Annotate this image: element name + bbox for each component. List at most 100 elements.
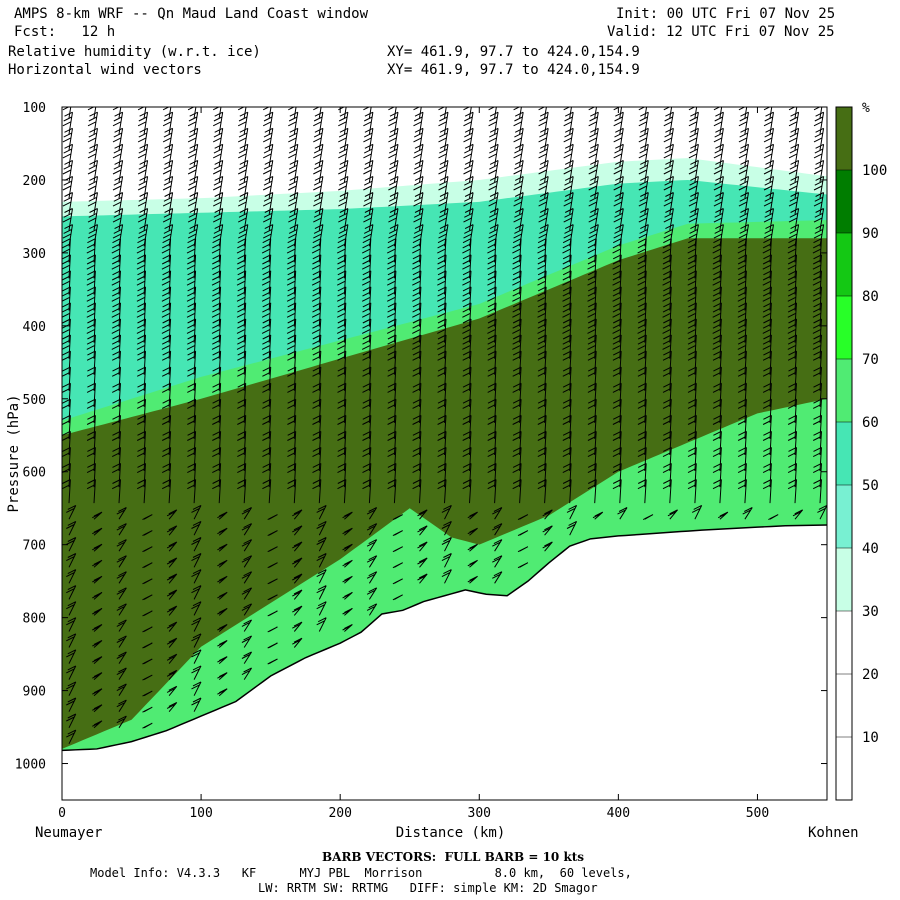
wind-barb-26 [66,520,77,536]
wind-barb-443 [363,127,374,151]
wind-barb-143 [142,514,153,521]
forecast-hour: Fcst: 12 h [14,24,116,40]
wind-barb-169 [161,286,172,311]
wind-barb-674 [537,430,547,456]
wind-barb-947 [813,175,825,199]
wind-barb-809 [662,462,672,488]
wind-barb-725 [587,366,597,391]
wind-barb-788 [663,127,674,151]
wind-barb-943 [813,111,825,135]
wind-barb-43 [87,143,98,167]
wind-barb-330 [262,479,272,504]
wind-barb-231 [191,681,202,696]
wind-barb-756 [612,446,622,472]
wind-barb-186 [166,573,178,584]
wind-barb-323 [262,366,272,391]
y-tick-label: 100 [23,101,46,116]
wind-barb-276 [237,192,249,215]
wind-barb-799 [662,302,672,327]
wind-barb-688 [563,208,574,231]
wind-barb-483 [386,254,397,279]
wind-barb-168 [161,270,172,295]
wind-barb-411 [338,143,349,167]
wind-barb-193 [166,685,178,697]
wind-barb-924 [788,224,800,247]
wind-barb-530 [417,525,428,536]
wind-barb-735 [613,111,624,135]
wind-barb-587 [462,462,472,488]
wind-barb-292 [237,446,247,472]
wind-barb-801 [662,334,672,359]
wind-barb-713 [588,175,599,199]
wind-barb-150 [142,626,153,633]
wind-barb-390 [311,334,322,359]
wind-barb-742 [613,224,624,247]
wind-barb-252 [212,398,222,423]
wind-barb-248 [211,334,222,359]
wind-barb-98 [111,398,121,423]
wind-barb-601 [488,208,499,231]
wind-barb-277 [237,208,249,231]
wind-barb-90 [111,270,121,295]
wind-barb-48 [87,224,98,247]
wind-barb-807 [662,430,672,456]
wind-barb-660 [538,208,549,231]
wind-barb-948 [813,192,825,215]
wind-barb-927 [787,270,797,295]
wind-barb-289 [237,398,247,423]
wind-barb-541 [438,208,449,231]
wind-barb-830 [687,382,697,407]
wind-barb-16 [62,350,71,375]
wind-barb-649 [517,514,529,521]
wind-barb-557 [437,462,447,488]
wind-barb-274 [237,159,249,183]
wind-barb-464 [362,462,372,488]
wind-barb-673 [537,414,547,439]
wind-barb-555 [437,430,447,456]
wind-barb-883 [737,398,747,423]
wind-barb-592 [467,559,478,568]
wind-barb-856 [712,382,722,407]
wind-barb-638 [512,318,522,343]
wind-barb-57 [86,366,96,391]
wind-barb-355 [286,318,297,343]
wind-barb-367 [292,525,303,536]
wind-barb-712 [588,159,599,183]
wind-barb-103 [111,479,121,504]
wind-barb-912 [762,446,772,472]
wind-barb-476 [388,143,399,167]
wind-barb-161 [162,159,174,183]
wind-barb-496 [387,462,397,488]
wind-barb-383 [313,224,324,247]
wind-barb-111 [116,619,127,632]
wind-barb-348 [288,208,299,231]
wind-barb-435 [342,543,353,552]
wind-barb-410 [338,127,349,151]
wind-barb-400 [316,504,327,520]
wind-barb-430 [337,446,347,472]
wind-barb-1 [62,111,73,135]
wind-barb-58 [86,382,96,407]
wind-barb-614 [487,414,497,439]
colorbar-block [836,107,852,170]
wind-barb-173 [161,350,172,375]
wind-barb-622 [492,555,503,568]
wind-barb-278 [237,224,249,247]
wind-barb-385 [311,254,322,279]
wind-barb-519 [412,334,422,359]
wind-barb-259 [217,527,228,536]
wind-barb-501 [392,562,403,569]
wind-barb-398 [312,462,322,488]
wind-barb-363 [287,446,297,472]
wind-barb-546 [437,286,447,311]
wind-barb-415 [338,208,349,231]
wind-barb-768 [638,224,649,247]
wind-barb-769 [637,238,647,263]
wind-barb-2 [62,127,73,151]
wind-barb-295 [241,507,253,520]
wind-barb-147 [142,578,153,585]
wind-barb-595 [488,111,499,135]
wind-barb-695 [562,318,572,343]
wind-barb-604 [487,254,497,279]
wind-barb-446 [363,175,374,199]
